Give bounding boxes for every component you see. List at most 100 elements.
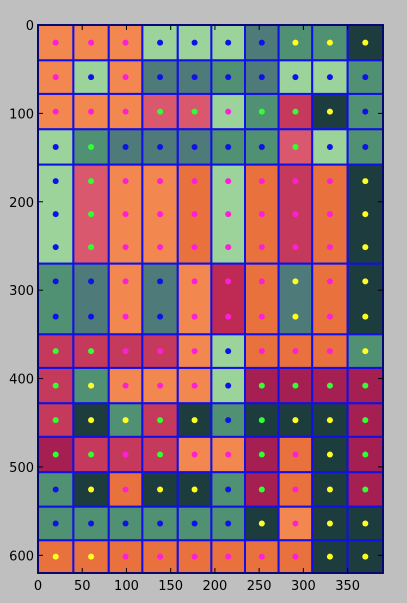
marker-dot <box>52 211 59 218</box>
y-tick-label: 500 <box>9 461 34 476</box>
marker-dot <box>122 39 129 46</box>
marker-dot <box>88 486 95 493</box>
marker-dot <box>326 211 333 218</box>
marker-dot <box>52 451 59 458</box>
y-tick-label: 0 <box>26 19 34 34</box>
marker-dot <box>258 486 265 493</box>
marker-dot <box>122 486 129 493</box>
marker-dot <box>122 178 129 185</box>
marker-dot <box>88 39 95 46</box>
marker-dot <box>326 278 333 285</box>
marker-dot <box>122 143 129 150</box>
y-tick-label: 600 <box>9 549 34 564</box>
heatmap-cell <box>210 471 246 508</box>
marker-dot <box>88 348 95 355</box>
marker-dot <box>191 382 198 389</box>
marker-dot <box>157 108 164 115</box>
marker-dot <box>191 143 198 150</box>
marker-dot <box>292 451 299 458</box>
marker-dot <box>258 553 265 560</box>
axes-border <box>37 24 384 574</box>
marker-dot <box>191 39 198 46</box>
marker-dot <box>122 348 129 355</box>
marker-dot <box>362 417 369 424</box>
marker-dot <box>88 278 95 285</box>
marker-dot <box>191 451 198 458</box>
marker-dot <box>258 143 265 150</box>
y-tick-label: 300 <box>9 284 34 299</box>
marker-dot <box>225 244 232 251</box>
heatmap-cell <box>107 262 144 336</box>
marker-dot <box>258 108 265 115</box>
marker-dot <box>292 313 299 320</box>
marker-dot <box>258 348 265 355</box>
marker-dot <box>191 520 198 527</box>
marker-dot <box>52 108 59 115</box>
marker-dot <box>292 74 299 81</box>
marker-dot <box>326 348 333 355</box>
marker-dot <box>225 417 232 424</box>
x-tick-label: 0 <box>34 579 42 594</box>
marker-dot <box>362 211 369 218</box>
marker-dot <box>258 211 265 218</box>
marker-dot <box>191 244 198 251</box>
marker-dot <box>225 313 232 320</box>
marker-dot <box>326 451 333 458</box>
marker-dot <box>157 178 164 185</box>
marker-dot <box>258 382 265 389</box>
marker-dot <box>88 108 95 115</box>
marker-dot <box>326 417 333 424</box>
marker-dot <box>258 178 265 185</box>
axes-frame <box>37 24 384 574</box>
marker-dot <box>362 520 369 527</box>
marker-dot <box>122 451 129 458</box>
marker-dot <box>258 278 265 285</box>
marker-dot <box>122 278 129 285</box>
marker-dot <box>258 520 265 527</box>
marker-dot <box>326 553 333 560</box>
marker-dot <box>225 278 232 285</box>
marker-dot <box>225 553 232 560</box>
marker-dot <box>88 143 95 150</box>
marker-dot <box>292 417 299 424</box>
plot-area <box>37 24 385 574</box>
x-tick-label: 150 <box>158 579 183 594</box>
marker-dot <box>225 108 232 115</box>
marker-dot <box>88 417 95 424</box>
marker-dot <box>52 178 59 185</box>
marker-dot <box>225 178 232 185</box>
heatmap-cell <box>346 262 385 336</box>
marker-dot <box>362 143 369 150</box>
heatmap-cell <box>210 262 246 336</box>
marker-dot <box>292 178 299 185</box>
marker-dot <box>157 451 164 458</box>
marker-dot <box>326 143 333 150</box>
marker-dot <box>362 278 369 285</box>
marker-dot <box>157 553 164 560</box>
marker-dot <box>157 486 164 493</box>
marker-dot <box>157 382 164 389</box>
marker-dot <box>191 74 198 81</box>
marker-dot <box>52 313 59 320</box>
marker-dot <box>292 348 299 355</box>
heatmap-cell <box>72 262 110 336</box>
marker-dot <box>52 244 59 251</box>
marker-dot <box>292 382 299 389</box>
marker-dot <box>292 143 299 150</box>
marker-dot <box>52 74 59 81</box>
marker-dot <box>88 520 95 527</box>
heatmap-cell <box>244 262 280 336</box>
marker-dot <box>52 382 59 389</box>
marker-dot <box>157 244 164 251</box>
marker-dot <box>225 520 232 527</box>
marker-dot <box>52 520 59 527</box>
marker-dot <box>362 244 369 251</box>
marker-dot <box>326 486 333 493</box>
marker-dot <box>52 348 59 355</box>
marker-dot <box>122 313 129 320</box>
heatmap-cell <box>277 333 314 369</box>
marker-dot <box>225 74 232 81</box>
marker-dot <box>326 520 333 527</box>
marker-dot <box>88 74 95 81</box>
marker-dot <box>157 520 164 527</box>
